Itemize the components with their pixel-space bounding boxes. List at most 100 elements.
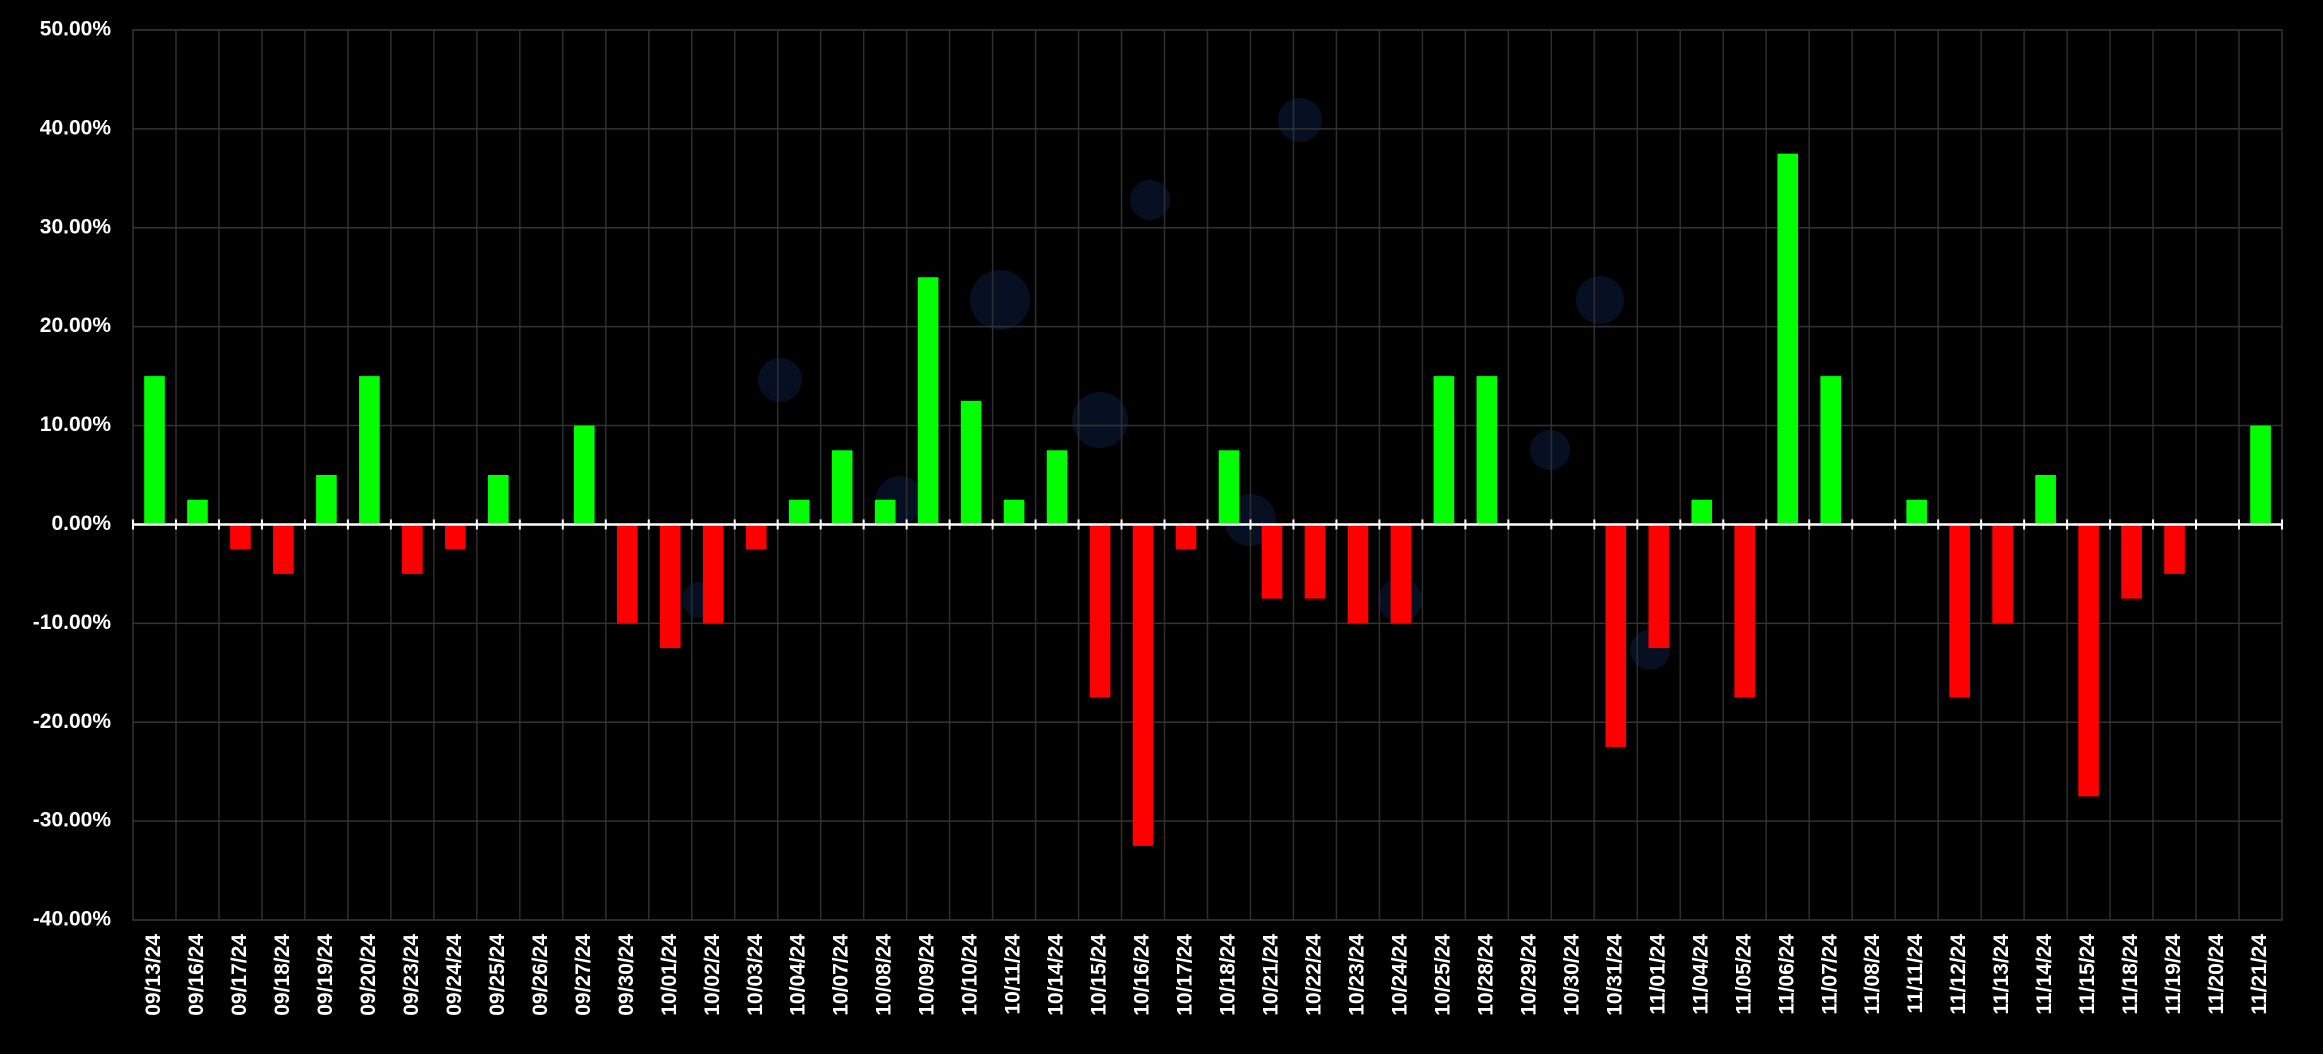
- x-tick-label: 10/25/24: [1431, 934, 1454, 1016]
- x-tick-label: 11/19/24: [2162, 934, 2185, 1015]
- bar: [1777, 153, 1799, 525]
- x-tick-label: 11/04/24: [1689, 934, 1712, 1015]
- bar: [187, 499, 208, 525]
- x-tick-label: 09/19/24: [314, 934, 337, 1016]
- bar: [1734, 524, 1756, 698]
- bar: [273, 524, 294, 574]
- y-tick-label: -30.00%: [33, 809, 112, 832]
- x-tick-label: 10/21/24: [1260, 934, 1283, 1016]
- bar: [1261, 524, 1283, 599]
- x-tick-label: 10/29/24: [1517, 934, 1540, 1016]
- x-tick-label: 10/08/24: [873, 934, 896, 1016]
- x-tick-label: 09/30/24: [615, 934, 638, 1016]
- x-tick-label: 11/13/24: [1990, 934, 2013, 1015]
- bar: [960, 400, 982, 525]
- x-tick-label: 10/09/24: [916, 934, 939, 1016]
- bar: [616, 524, 638, 624]
- x-tick-label: 11/18/24: [2119, 934, 2142, 1015]
- bar: [359, 376, 380, 525]
- x-tick-label: 11/15/24: [2076, 934, 2099, 1015]
- x-tick-label: 09/26/24: [529, 934, 552, 1016]
- x-tick-label: 09/13/24: [142, 934, 165, 1016]
- bar: [144, 376, 165, 525]
- x-tick-label: 11/05/24: [1732, 934, 1755, 1015]
- y-tick-label: 50.00%: [40, 18, 112, 41]
- bar: [874, 499, 896, 525]
- bar: [1089, 524, 1111, 698]
- x-tick-label: 11/07/24: [1818, 934, 1841, 1015]
- x-tick-label: 11/12/24: [1947, 934, 1970, 1015]
- x-tick-label: 11/20/24: [2205, 934, 2228, 1015]
- bar: [2250, 425, 2271, 525]
- bar: [230, 524, 251, 550]
- bar: [745, 524, 767, 550]
- bar: [1347, 524, 1369, 624]
- x-tick-label: 09/24/24: [443, 934, 466, 1016]
- x-tick-label: 10/24/24: [1388, 934, 1411, 1016]
- bar: [1992, 524, 2013, 624]
- bar: [1691, 499, 1713, 525]
- bar: [1046, 450, 1068, 525]
- y-tick-label: 30.00%: [40, 215, 112, 238]
- y-tick-label: 10.00%: [40, 413, 112, 436]
- bar: [316, 475, 337, 525]
- x-tick-label: 10/16/24: [1131, 934, 1154, 1016]
- x-tick-label: 10/02/24: [701, 934, 724, 1016]
- bar: [488, 475, 509, 525]
- x-tick-label: 11/11/24: [1904, 934, 1927, 1014]
- x-tick-label: 10/03/24: [744, 934, 767, 1016]
- x-tick-label: 10/04/24: [787, 934, 810, 1016]
- y-tick-label: 0.00%: [51, 512, 111, 535]
- bar: [2035, 475, 2056, 525]
- x-tick-label: 09/16/24: [185, 934, 208, 1016]
- y-tick-label: -20.00%: [33, 710, 112, 733]
- y-tick-label: 20.00%: [40, 314, 112, 337]
- bar: [1304, 524, 1326, 599]
- bar: [1003, 499, 1025, 525]
- x-tick-label: 10/30/24: [1560, 934, 1583, 1016]
- bar: [2121, 524, 2142, 599]
- bar: [659, 524, 681, 649]
- bar: [402, 524, 423, 574]
- bar: [573, 425, 595, 525]
- bar: [1132, 524, 1154, 846]
- x-tick-label: 11/14/24: [2033, 934, 2056, 1015]
- bar: [831, 450, 853, 525]
- bar: [1820, 376, 1842, 525]
- bar: [1175, 524, 1197, 550]
- x-tick-label: 09/20/24: [357, 934, 380, 1016]
- bar: [917, 277, 939, 525]
- bar: [1605, 524, 1627, 747]
- x-tick-label: 10/11/24: [1002, 934, 1025, 1015]
- bar: [1218, 450, 1240, 525]
- x-tick-label: 09/18/24: [271, 934, 294, 1016]
- x-tick-label: 10/01/24: [658, 934, 681, 1016]
- x-tick-label: 10/07/24: [830, 934, 853, 1016]
- bar: [1949, 524, 1970, 698]
- x-tick-label: 10/14/24: [1045, 934, 1068, 1016]
- x-tick-label: 11/08/24: [1861, 934, 1884, 1015]
- x-tick-label: 10/15/24: [1088, 934, 1111, 1016]
- bar: [445, 524, 466, 550]
- x-tick-label: 10/28/24: [1474, 934, 1497, 1016]
- bar: [1906, 499, 1927, 525]
- bar: [2078, 524, 2099, 797]
- x-tick-label: 10/10/24: [959, 934, 982, 1016]
- x-tick-label: 11/01/24: [1646, 934, 1669, 1015]
- x-tick-label: 10/17/24: [1174, 934, 1197, 1016]
- y-tick-label: 40.00%: [40, 116, 112, 139]
- y-tick-label: -40.00%: [33, 908, 112, 931]
- bar: [1390, 524, 1412, 624]
- x-tick-label: 10/23/24: [1345, 934, 1368, 1016]
- bar: [1433, 376, 1455, 525]
- x-tick-label: 09/23/24: [400, 934, 423, 1016]
- x-tick-label: 09/25/24: [486, 934, 509, 1016]
- bar: [702, 524, 724, 624]
- x-tick-label: 11/06/24: [1775, 934, 1798, 1015]
- y-tick-label: -10.00%: [33, 611, 112, 634]
- bar: [788, 499, 810, 525]
- bar: [1476, 376, 1498, 525]
